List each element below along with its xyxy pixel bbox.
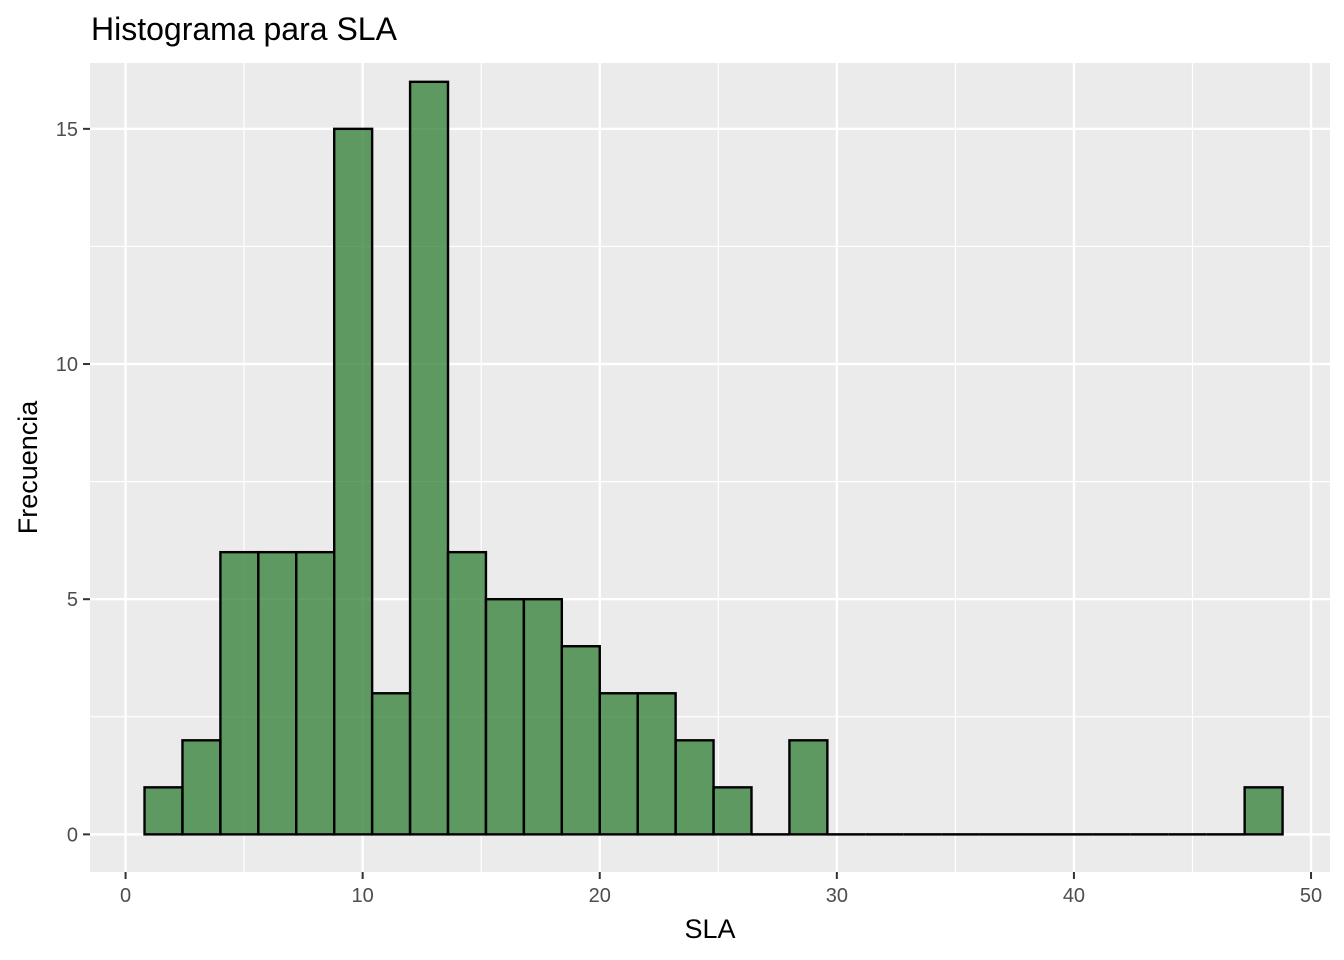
histogram-bar — [295, 550, 336, 836]
chart-title: Histograma para SLA — [91, 11, 398, 47]
histogram-bar — [333, 127, 374, 836]
x-tick-label: 30 — [826, 885, 848, 907]
histogram-bar — [636, 692, 677, 836]
y-tick-label: 0 — [67, 824, 78, 846]
ticks-layer: 0 10 20 30 40 50 0 5 10 15 — [56, 119, 1322, 907]
y-tick-label: 5 — [67, 589, 78, 611]
x-tick-label: 20 — [589, 885, 611, 907]
histogram-bar — [257, 550, 298, 836]
histogram-bar — [408, 80, 450, 836]
histogram-bar — [484, 597, 526, 836]
y-axis-label: Frecuencia — [13, 400, 43, 535]
y-tick-label: 10 — [56, 354, 78, 376]
histogram-bar — [1243, 786, 1284, 836]
histogram-bar — [370, 692, 412, 836]
x-tick-label: 50 — [1300, 885, 1322, 907]
histogram-bar — [181, 739, 222, 836]
histogram-bar — [712, 786, 753, 836]
x-tick-label: 10 — [352, 885, 374, 907]
histogram-bar — [143, 786, 184, 836]
x-tick-label: 40 — [1063, 885, 1085, 907]
histogram-bar — [598, 692, 639, 836]
histogram-bar — [219, 550, 260, 836]
histogram-bar — [560, 645, 601, 836]
histogram-bar — [788, 739, 829, 836]
x-axis-label: SLA — [684, 914, 735, 944]
histogram-bar — [446, 550, 488, 836]
x-tick-label: 0 — [120, 885, 131, 907]
bars-layer — [143, 80, 1284, 836]
y-tick-label: 15 — [56, 119, 78, 141]
histogram-bar — [674, 739, 715, 836]
histogram-bar — [522, 597, 564, 836]
